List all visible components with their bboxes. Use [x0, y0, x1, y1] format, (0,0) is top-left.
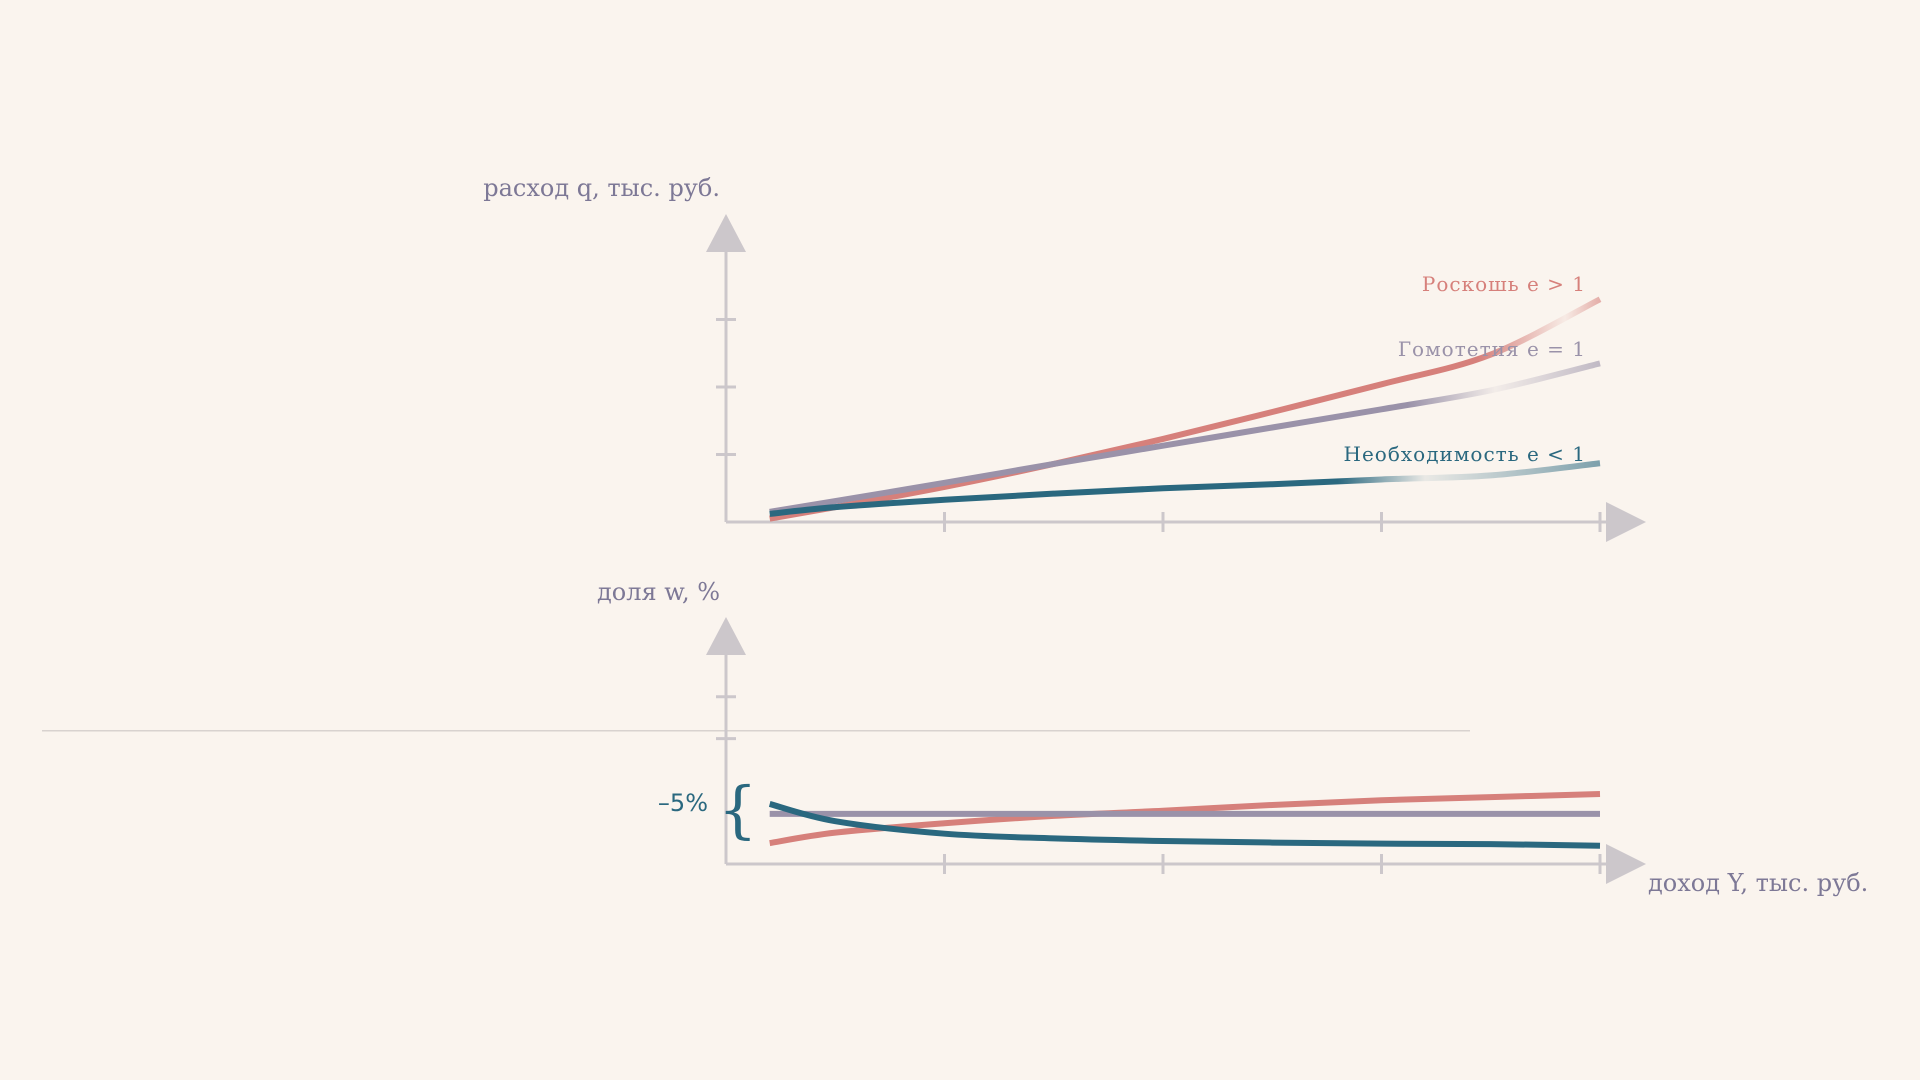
- series-label-0: Роскошь e > 1: [1422, 272, 1586, 296]
- y-axis-arrow: [706, 617, 746, 655]
- series-line-0: [769, 790, 1601, 847]
- y-axis-label: доля w, %: [597, 578, 720, 606]
- series-line-0: [769, 296, 1602, 522]
- series-line-1: [769, 360, 1601, 515]
- expenditure-panel: расход q, тыс. руб. Роскошь e > 1 Гомотети…: [483, 174, 1646, 542]
- series-label-1: Гомотетия e = 1: [1398, 337, 1586, 361]
- budget-share-panel: доля w, % доход Y, тыс. руб. { –5%: [42, 578, 1868, 897]
- x-axis-label: доход Y, тыс. руб.: [1648, 869, 1868, 897]
- annotation-brace: {: [718, 773, 757, 846]
- x-axis-arrow: [1606, 502, 1646, 542]
- y-axis-label: расход q, тыс. руб.: [483, 174, 720, 202]
- series-label-2: Необходимость e < 1: [1344, 442, 1586, 466]
- y-axis-arrow: [706, 214, 746, 252]
- series-line-2: [768, 801, 1601, 849]
- series-line-2: [769, 460, 1601, 517]
- x-axis-arrow: [1606, 844, 1646, 884]
- annotation-label: –5%: [658, 789, 708, 817]
